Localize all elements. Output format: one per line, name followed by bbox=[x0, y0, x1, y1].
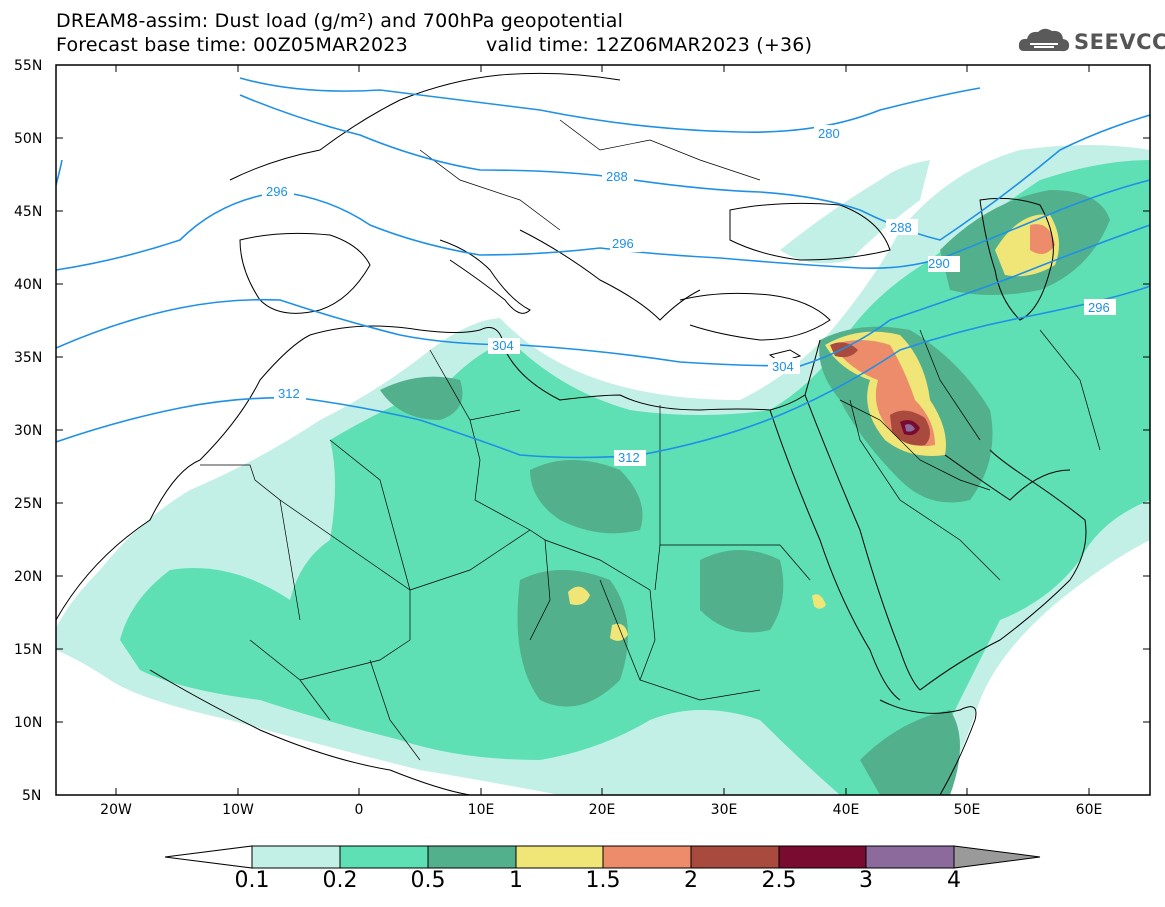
colorbar-label: 0.2 bbox=[322, 868, 358, 893]
contour-296-fragment bbox=[56, 159, 63, 186]
lat-label: 40N bbox=[14, 277, 42, 293]
contour-304 bbox=[56, 224, 1150, 367]
coast-arabia-west bbox=[804, 394, 921, 691]
colorbar-swatch bbox=[690, 845, 780, 869]
lon-label: 30E bbox=[711, 802, 738, 818]
lat-label: 20N bbox=[14, 569, 42, 585]
lat-label: 35N bbox=[14, 350, 42, 366]
dust-level-4-iraq bbox=[905, 424, 915, 432]
colorbar-swatch bbox=[602, 845, 692, 869]
logo-text: SEEVCCC bbox=[1074, 30, 1165, 54]
contour-280 bbox=[239, 77, 981, 133]
lon-label: 20E bbox=[589, 802, 616, 818]
contour-label: 304 bbox=[492, 338, 514, 353]
lat-label: 45N bbox=[14, 204, 42, 220]
coast-west-africa bbox=[56, 325, 481, 621]
lon-label: 50E bbox=[954, 802, 981, 818]
colorbar-swatch bbox=[339, 845, 429, 869]
lon-label: 10E bbox=[468, 802, 495, 818]
contour-label: 280 bbox=[818, 126, 840, 141]
dust-level-2-syria bbox=[830, 342, 858, 358]
lat-label: 10N bbox=[14, 715, 42, 731]
colorbar-label: 0.5 bbox=[410, 868, 446, 893]
contour-label: 290 bbox=[928, 256, 950, 271]
contour-label: 296 bbox=[1088, 300, 1110, 315]
contour-label: 312 bbox=[618, 450, 640, 465]
country-borders bbox=[200, 119, 1101, 761]
colorbar-swatch bbox=[251, 845, 341, 869]
dust-level-0.5-sudan bbox=[700, 550, 784, 633]
lat-label: 25N bbox=[14, 496, 42, 512]
coast-arabia-south bbox=[919, 449, 1087, 691]
coast-north-africa bbox=[479, 327, 821, 411]
dust-level-1-chad-b bbox=[610, 623, 628, 641]
seevccc-logo: SEEVCCC bbox=[1016, 24, 1165, 60]
contour-label: 288 bbox=[890, 220, 912, 235]
colorbar-label: 2.5 bbox=[761, 868, 797, 893]
colorbar-min-arrow bbox=[164, 845, 253, 869]
contour-labels: 280 288 296 304 312 288 290 296 304 312 … bbox=[262, 125, 1116, 466]
colorbar bbox=[164, 845, 1041, 869]
lat-label: 30N bbox=[14, 423, 42, 439]
colorbar-swatch bbox=[427, 845, 517, 869]
coast-gulf bbox=[944, 454, 1071, 501]
contour-label: 296 bbox=[266, 184, 288, 199]
lon-label: 40E bbox=[833, 802, 860, 818]
coastlines bbox=[56, 72, 1087, 795]
lon-label: 0 bbox=[355, 802, 364, 818]
dust-level-0.5-libya bbox=[530, 460, 643, 534]
coast-balkans bbox=[519, 229, 701, 321]
coast-iberia bbox=[239, 232, 371, 314]
lon-label: 10W bbox=[222, 802, 254, 818]
colorbar-swatch bbox=[865, 845, 955, 869]
dust-level-0.5-chad bbox=[517, 570, 628, 707]
valid-time-text: valid time: 12Z06MAR2023 (+36) bbox=[486, 34, 813, 56]
lon-axis: 20W 10W 0 10E 20E 30E 40E 50E 60E bbox=[100, 65, 1102, 818]
contour-288 bbox=[239, 94, 1150, 241]
lon-label: 20W bbox=[100, 802, 132, 818]
colorbar-label: 0.1 bbox=[234, 868, 270, 893]
colorbar-label: 2 bbox=[684, 868, 698, 893]
colorbar-label: 3 bbox=[859, 868, 873, 893]
colorbar-label: 1.5 bbox=[585, 868, 621, 893]
dust-level-1.5-caspian bbox=[1030, 224, 1055, 254]
lat-axis: 55N 50N 45N 40N 35N 30N 25N 20N 15N 10N … bbox=[14, 58, 1150, 804]
coast-europe-north bbox=[229, 72, 621, 181]
coast-red-sea bbox=[769, 409, 901, 701]
colorbar-swatch bbox=[778, 845, 867, 869]
coast-italy bbox=[439, 239, 531, 314]
coast-black-sea bbox=[729, 202, 891, 261]
colorbar-label: 4 bbox=[947, 868, 961, 893]
cloud-icon bbox=[1018, 28, 1070, 52]
lat-label: 55N bbox=[14, 58, 42, 74]
colorbar-swatch bbox=[515, 845, 604, 869]
dust-level-1-chad-a bbox=[568, 586, 590, 605]
contour-label: 304 bbox=[772, 359, 794, 374]
coast-caspian bbox=[979, 197, 1054, 321]
colorbar-label: 1 bbox=[509, 868, 523, 893]
contour-label: 288 bbox=[606, 169, 628, 184]
lat-label: 15N bbox=[14, 642, 42, 658]
contour-296 bbox=[56, 179, 1150, 271]
contour-label: 296 bbox=[612, 236, 634, 251]
base-time-text: Forecast base time: 00Z05MAR2023 bbox=[56, 34, 408, 56]
lon-label: 60E bbox=[1076, 802, 1103, 818]
dust-level-1-redsea bbox=[812, 594, 826, 609]
forecast-base-time: Forecast base time: 00Z05MAR2023 valid ti… bbox=[56, 34, 812, 56]
contour-label: 312 bbox=[278, 386, 300, 401]
lat-label: 50N bbox=[14, 131, 42, 147]
map-title: DREAM8-assim: Dust load (g/m²) and 700hP… bbox=[56, 10, 624, 32]
coast-horn bbox=[879, 699, 977, 795]
coast-turkey bbox=[679, 292, 831, 341]
coast-gulf-of-guinea bbox=[149, 669, 471, 795]
colorbar-max-arrow bbox=[953, 845, 1041, 869]
dust-fields bbox=[56, 145, 1150, 795]
lat-label: 5N bbox=[22, 788, 41, 804]
dust-level-0.5-algeria bbox=[380, 376, 463, 420]
dust-level-0.5-horn bbox=[860, 710, 960, 795]
